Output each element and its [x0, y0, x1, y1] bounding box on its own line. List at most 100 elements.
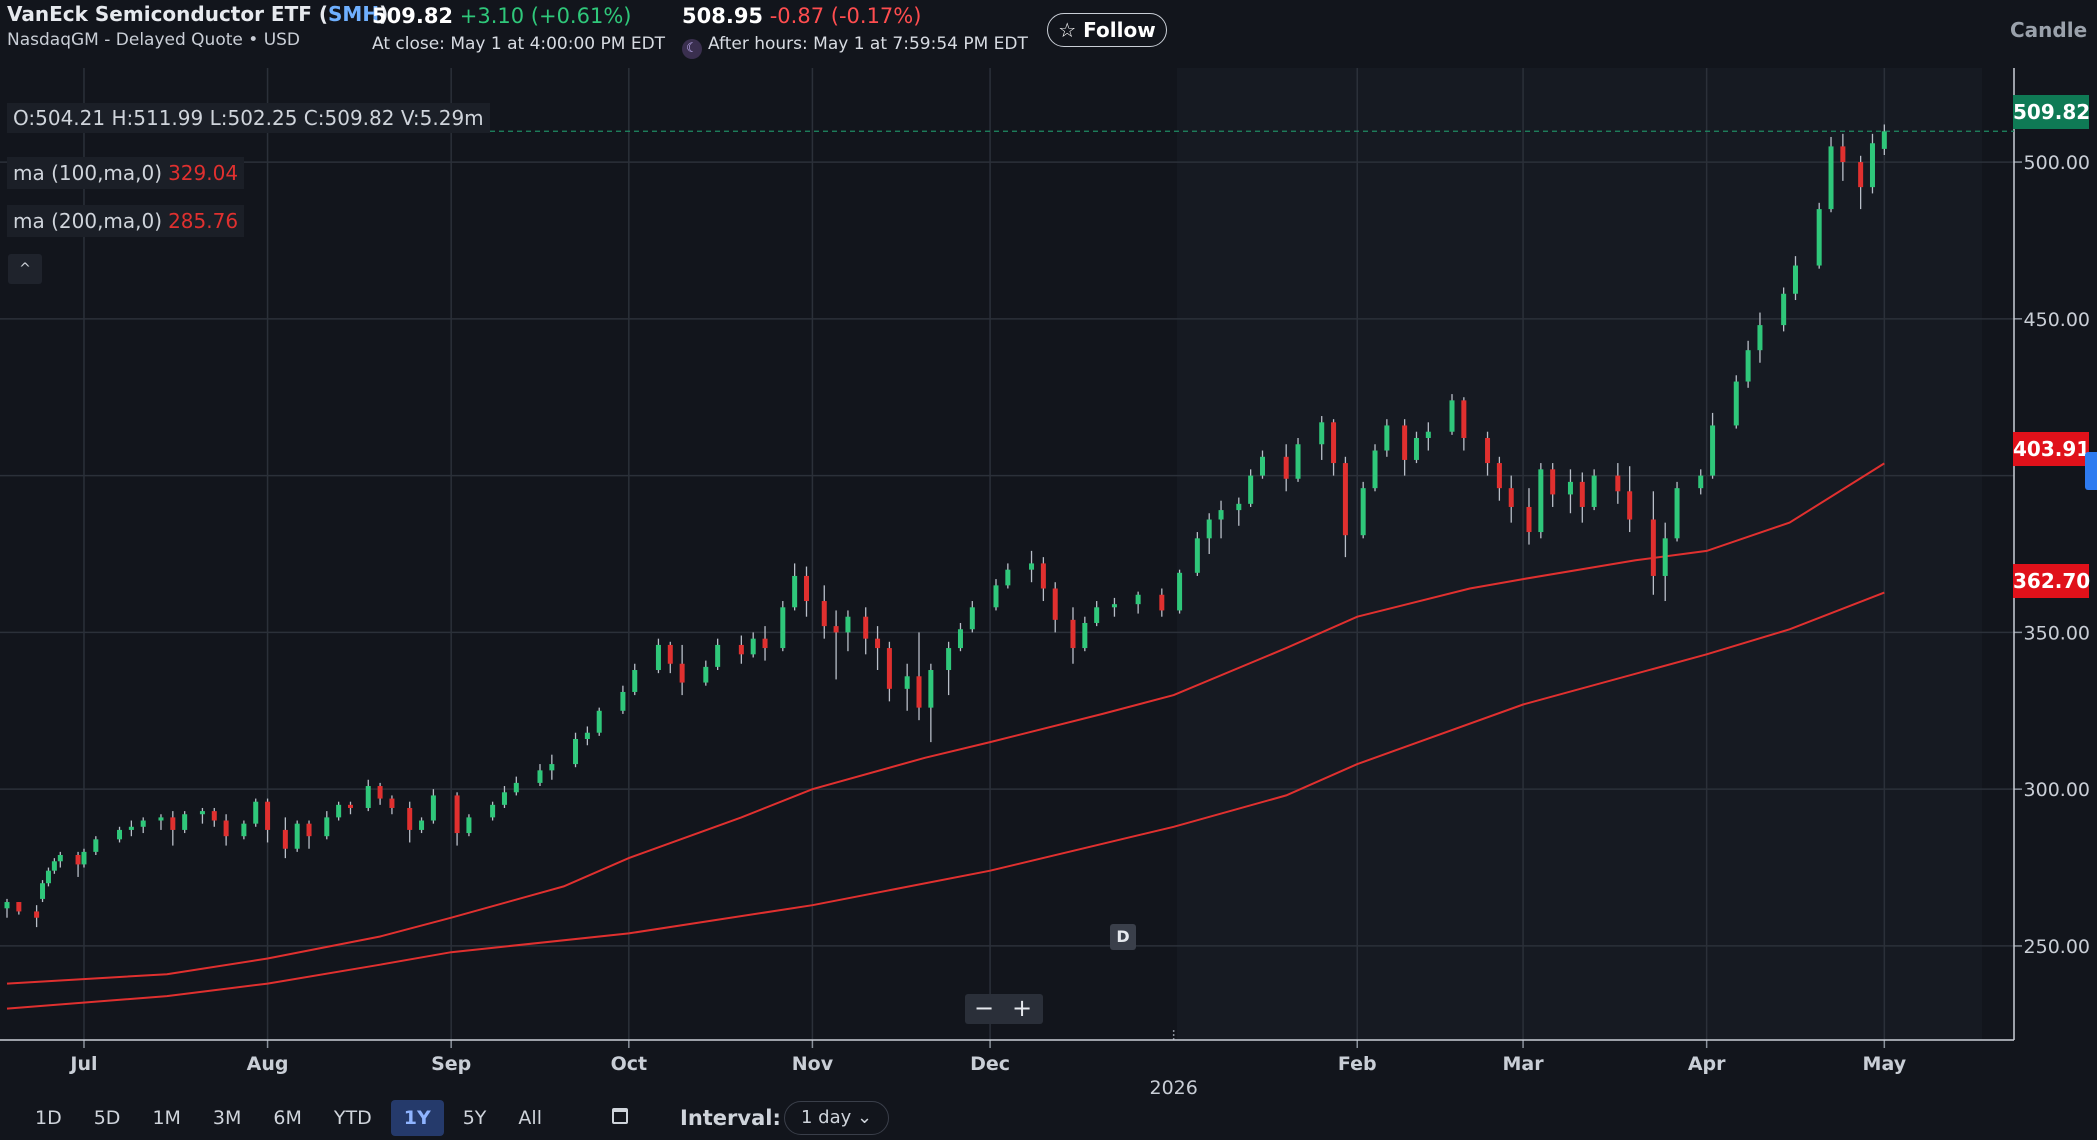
candle-body — [928, 670, 934, 708]
candle — [750, 632, 756, 658]
candle-body — [1567, 481, 1573, 495]
x-tick-label: Apr — [1688, 1053, 1726, 1075]
candle — [324, 811, 330, 840]
candle — [620, 685, 626, 714]
candle-body — [501, 792, 507, 805]
candle — [1627, 466, 1633, 533]
candle — [16, 902, 22, 915]
candle — [792, 563, 798, 611]
candle-body — [1869, 143, 1875, 188]
candle — [1710, 412, 1716, 479]
range-button-1m[interactable]: 1M — [152, 1107, 181, 1129]
candle-body — [1384, 425, 1390, 451]
ticker-symbol[interactable]: SMH — [328, 2, 380, 26]
candle-body — [490, 804, 496, 818]
candle-body — [158, 817, 164, 821]
follow-button[interactable]: ☆ Follow — [1047, 13, 1167, 47]
side-panel-handle[interactable] — [2085, 452, 2097, 490]
candle — [1828, 136, 1834, 213]
candle — [1218, 500, 1224, 539]
ma-line-100 — [6, 462, 1885, 985]
candle — [762, 626, 768, 661]
range-button-ytd[interactable]: YTD — [333, 1107, 372, 1129]
highlight-area — [1177, 68, 1982, 1040]
candle-body — [1135, 594, 1141, 605]
candle — [199, 807, 205, 824]
calendar-icon[interactable] — [612, 1108, 628, 1124]
ma200-price-tag: 362.70 — [2013, 564, 2090, 598]
range-button-1d[interactable]: 1D — [35, 1107, 62, 1129]
candle — [928, 663, 934, 743]
candle — [211, 807, 217, 827]
x-tick-label: Nov — [792, 1053, 834, 1075]
candle-body — [1342, 463, 1348, 536]
collapse-legend-button[interactable]: ^ — [8, 254, 42, 284]
candle-body — [703, 666, 709, 683]
candle — [4, 898, 10, 918]
range-button-all[interactable]: All — [518, 1107, 542, 1129]
candle-body — [40, 883, 46, 899]
zoom-out-button[interactable]: − — [973, 994, 995, 1022]
candle — [1881, 124, 1887, 156]
candle-body — [1858, 162, 1864, 188]
candle-body — [1425, 431, 1431, 438]
candle — [419, 817, 425, 834]
candle — [170, 811, 176, 846]
candle-body — [407, 807, 413, 830]
candle-body — [199, 811, 205, 815]
candles — [4, 124, 1887, 928]
candle-body — [365, 786, 371, 808]
range-button-3m[interactable]: 3M — [212, 1107, 242, 1129]
quote-header: VanEck Semiconductor ETF (SMH) NasdaqGM … — [0, 0, 2097, 68]
candle-body — [454, 795, 460, 834]
candle — [993, 579, 999, 611]
y-tick-label: 250.00 — [2024, 936, 2090, 958]
candle — [336, 801, 342, 821]
candle-body — [1461, 400, 1467, 438]
interval-dropdown[interactable]: 1 day ⌄ — [784, 1101, 890, 1135]
candle — [128, 820, 134, 837]
candle-body — [282, 829, 288, 849]
candle — [306, 820, 312, 849]
zoom-in-button[interactable]: + — [1011, 994, 1033, 1022]
candle-body — [513, 782, 519, 793]
ma100-legend[interactable]: ma (100,ma,0) 329.04 — [7, 157, 245, 189]
candle-body — [377, 786, 383, 799]
after-hours-change-pct: (-0.17%) — [830, 4, 922, 28]
candle-body — [1372, 450, 1378, 489]
candle-body — [969, 607, 975, 630]
candle — [1295, 437, 1301, 482]
range-button-1y[interactable]: 1Y — [390, 1100, 444, 1136]
candle — [365, 779, 371, 812]
candle — [1496, 456, 1502, 501]
candle-body — [1413, 437, 1419, 460]
candle-body — [265, 801, 271, 830]
candle — [537, 764, 543, 787]
candle-body — [1206, 519, 1212, 539]
candle — [1662, 522, 1668, 602]
candle — [1206, 513, 1212, 554]
candle — [158, 814, 164, 830]
candle-body — [1674, 488, 1680, 539]
interval-label: Interval: — [680, 1106, 781, 1130]
candle — [241, 820, 247, 840]
candle — [1869, 133, 1875, 194]
moon-icon: ☾ — [682, 39, 702, 59]
candle-body — [845, 616, 851, 633]
candle — [513, 776, 519, 796]
range-button-5y[interactable]: 5Y — [462, 1107, 487, 1129]
after-hours-change: -0.87 — [769, 4, 825, 28]
price-chart[interactable]: 250.00 300.00 350.00 450.00 500.00 Jul Aug Sep O… — [0, 0, 2097, 1100]
chart-type-dropdown[interactable]: Candle ⌄ — [2010, 18, 2097, 42]
ma200-legend[interactable]: ma (200,ma,0) 285.76 — [7, 205, 245, 237]
candle — [1413, 431, 1419, 464]
d-badge[interactable]: D — [1110, 924, 1136, 950]
candle — [347, 801, 353, 815]
candle — [1070, 607, 1076, 664]
range-button-5d[interactable]: 5D — [93, 1107, 121, 1129]
candle-body — [1360, 488, 1366, 536]
range-button-6m[interactable]: 6M — [273, 1107, 302, 1129]
candle — [1135, 591, 1141, 614]
candle-body — [1526, 506, 1532, 533]
candle — [1082, 616, 1088, 652]
